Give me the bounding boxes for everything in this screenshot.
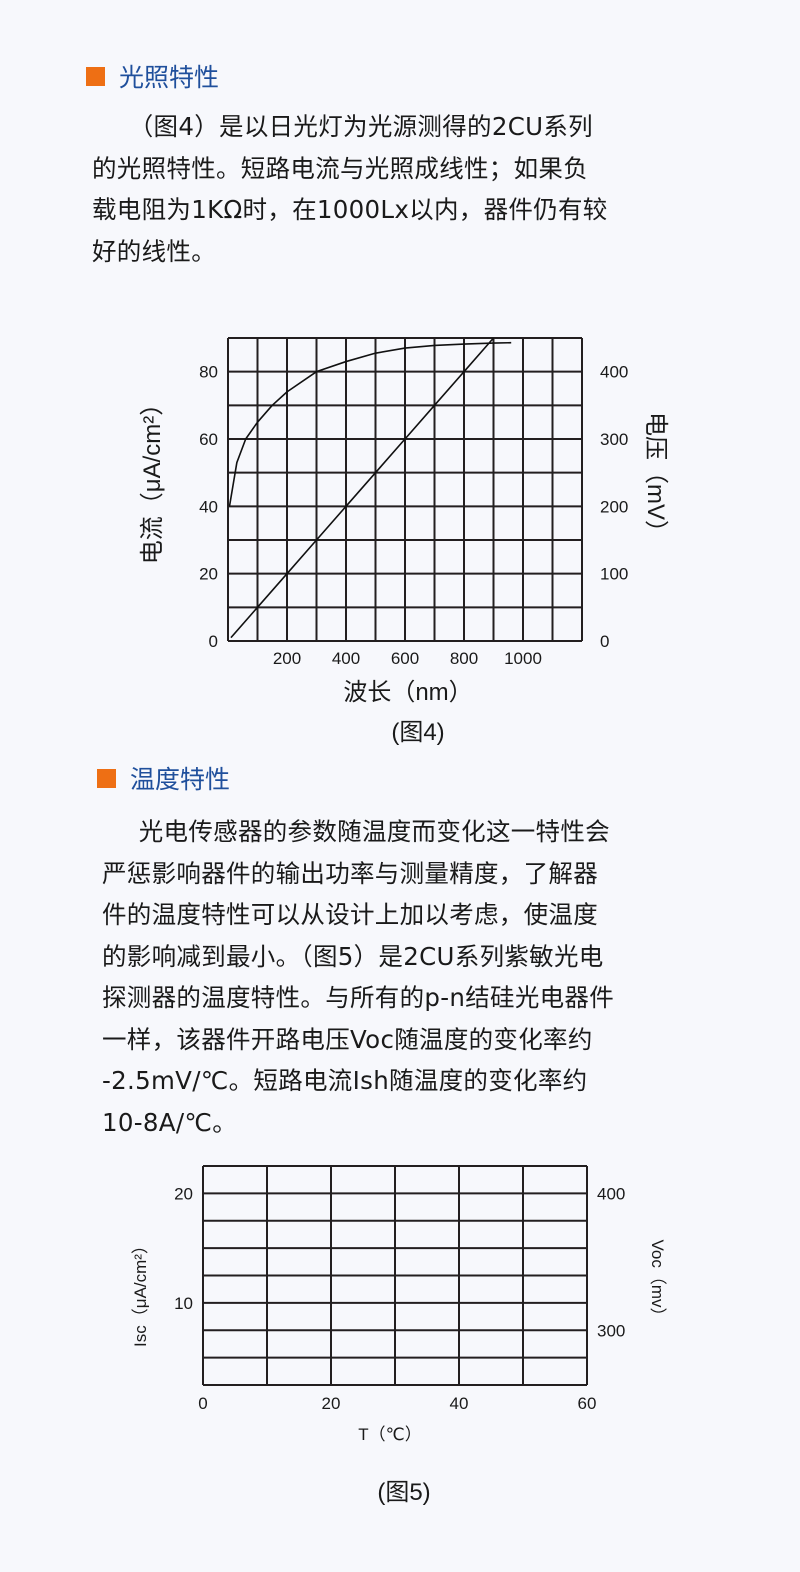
heading-text: 光照特性 xyxy=(119,63,220,92)
y-tick-label: 40 xyxy=(199,497,218,516)
x-tick-label: 200 xyxy=(273,649,301,668)
paragraph-illumination: （图4）是以日光灯为光源测得的2CU系列的光照特性。短路电流与光照成线性；如果负… xyxy=(92,106,608,272)
y2-tick-label: 400 xyxy=(597,1184,625,1203)
paragraph-line: 的影响减到最小。（图5）是2CU系列紫敏光电 xyxy=(102,941,604,971)
y-axis-label: 电流（μA/cm²） xyxy=(139,392,166,565)
y-tick-label: 10 xyxy=(174,1294,193,1313)
x-tick-label: 40 xyxy=(450,1394,469,1413)
y2-tick-label: 100 xyxy=(600,565,628,584)
x-tick-label: 600 xyxy=(391,649,419,668)
chart-fig4: 200 400 600 800 10000204060800100200300400波长… xyxy=(139,337,669,746)
paragraph-line: -2.5mV/℃。短路电流Ish随温度的变化率约 xyxy=(102,1066,588,1095)
paragraph-line: 载电阻为1KΩ时，在1000Lx以内，器件仍有较 xyxy=(92,195,608,224)
series-line-2 xyxy=(230,337,495,639)
paragraph-line: 严惩影响器件的输出功率与测量精度，了解器 xyxy=(102,858,598,888)
y-tick-label: 20 xyxy=(174,1184,193,1203)
y-tick-label: 20 xyxy=(199,565,218,584)
figure-caption: (图5) xyxy=(377,1479,430,1506)
paragraph-line: 好的线性。 xyxy=(92,236,216,266)
paragraph-line: 探测器的温度特性。与所有的p-n结硅光电器件 xyxy=(102,983,615,1012)
y2-tick-label: 200 xyxy=(600,497,628,516)
y-tick-label: 80 xyxy=(199,363,218,382)
paragraph-line: 一样，该器件开路电压Voc随温度的变化率约 xyxy=(102,1024,593,1054)
x-tick-label: 20 xyxy=(322,1394,341,1413)
y-tick-label: 60 xyxy=(199,430,218,449)
y2-axis-label: Voc（mv） xyxy=(648,1239,667,1324)
x-tick-label: 60 xyxy=(578,1394,597,1413)
figure-caption: (图4) xyxy=(391,719,444,746)
section-heading-illumination: 光照特性 xyxy=(86,58,219,94)
paragraph-temperature: 光电传感器的参数随温度而变化这一特性会严惩影响器件的输出功率与测量精度，了解器件… xyxy=(102,811,614,1143)
y2-tick-label: 300 xyxy=(597,1321,625,1340)
paragraph-line: 10-8A/℃。 xyxy=(102,1107,238,1137)
y2-axis-label: 电压（mV） xyxy=(642,412,669,544)
bullet-square-icon xyxy=(97,768,116,788)
paragraph-line: （图4）是以日光灯为光源测得的2CU系列 xyxy=(128,112,593,141)
y2-tick-label: 0 xyxy=(600,632,609,651)
x-tick-label: 0 xyxy=(198,1394,207,1413)
y2-tick-label: 400 xyxy=(600,363,628,382)
section-heading-temperature: 温度特性 xyxy=(97,760,230,796)
paragraph-line: 的光照特性。短路电流与光照成线性；如果负 xyxy=(92,153,588,183)
x-tick-label: 400 xyxy=(332,649,360,668)
heading-text: 温度特性 xyxy=(130,765,231,794)
y-tick-label: 0 xyxy=(209,632,218,651)
y-axis-label: Isc（μA/cm²） xyxy=(131,1237,150,1347)
x-axis-label: 波长（nm） xyxy=(343,679,472,706)
paragraph-line: 件的温度特性可以从设计上加以考虑，使温度 xyxy=(102,900,598,929)
bullet-square-icon xyxy=(86,66,105,86)
y2-tick-label: 300 xyxy=(600,430,628,449)
paragraph-line: 光电传感器的参数随温度而变化这一特性会 xyxy=(138,817,610,846)
x-tick-label: 1000 xyxy=(504,649,542,668)
x-tick-label: 800 xyxy=(450,649,478,668)
series-line-1 xyxy=(228,341,512,507)
x-axis-label: T（℃） xyxy=(358,1425,421,1444)
